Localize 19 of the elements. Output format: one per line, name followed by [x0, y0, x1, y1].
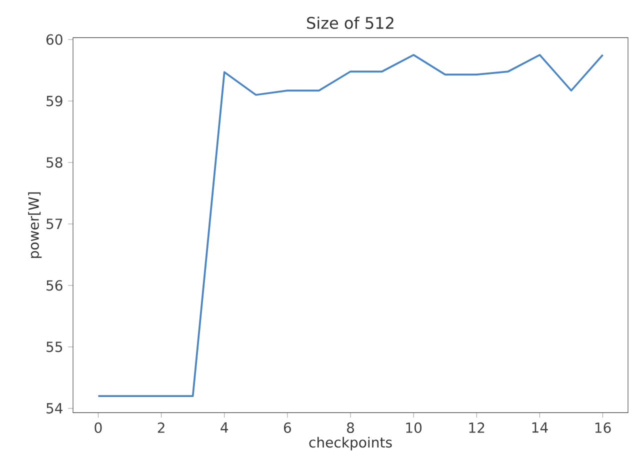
y-tick-label: 60	[46, 34, 62, 45]
y-tick-label: 55	[46, 342, 62, 352]
x-tick-label: 6	[284, 422, 291, 433]
y-tick-label: 57	[46, 218, 62, 230]
y-axis-title: power[W]	[28, 192, 42, 258]
y-tick-label: 59	[46, 96, 62, 106]
y-tick-label: 56	[46, 280, 62, 291]
x-tick-label: 16	[595, 422, 611, 433]
x-tick-label: 10	[406, 422, 422, 433]
x-tick-label: 12	[469, 422, 484, 433]
y-tick-label: 54	[46, 403, 62, 414]
x-tick-label: 8	[346, 422, 354, 433]
x-tick-label: 2	[158, 422, 164, 433]
chart-title: Size of 512	[307, 16, 394, 29]
y-tick-label: 58	[46, 157, 62, 168]
x-tick-label: 0	[94, 422, 102, 433]
x-tick-label: 4	[220, 422, 228, 433]
x-axis-title: checkpoints	[309, 436, 392, 450]
x-tick-label: 14	[532, 422, 548, 433]
